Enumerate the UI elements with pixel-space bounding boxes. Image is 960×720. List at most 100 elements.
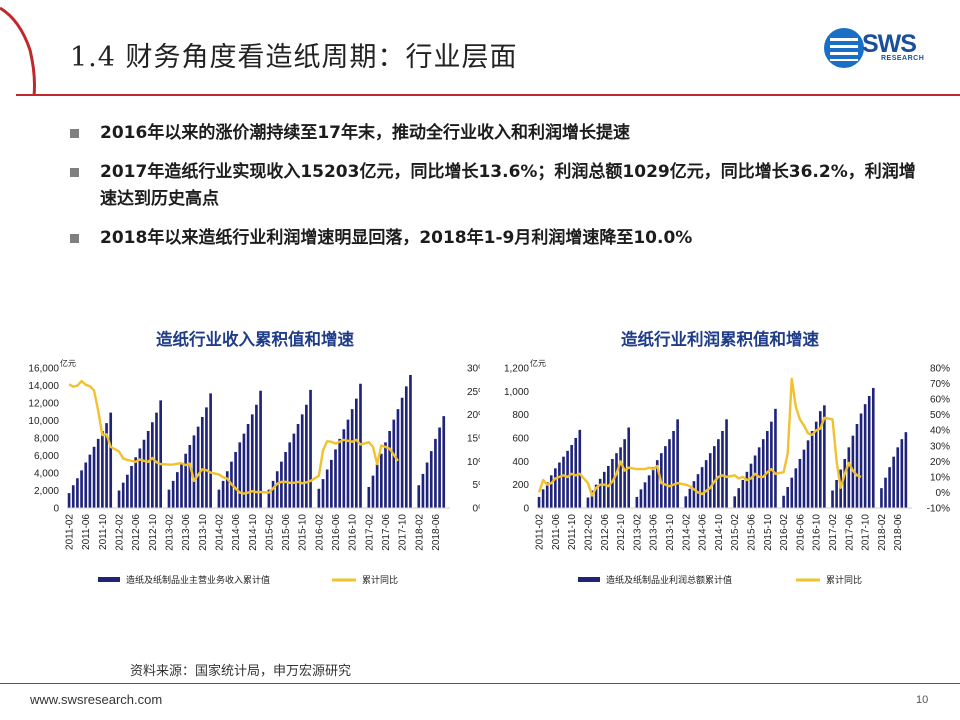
bar — [350, 409, 354, 509]
bar — [668, 439, 671, 508]
bar — [545, 482, 549, 508]
title-bar: 1.4 财务角度看造纸周期：行业层面 SWS RESEARCH — [0, 0, 960, 96]
bar — [562, 456, 565, 508]
bar — [602, 471, 606, 508]
bar — [867, 396, 871, 508]
slide-title: 1.4 财务角度看造纸周期：行业层面 — [70, 42, 518, 73]
bar — [404, 386, 408, 509]
legend-label: 造纸及纸制品业利润总额累计值 — [606, 574, 732, 585]
bar — [396, 409, 400, 509]
bullet-square-icon — [70, 234, 79, 243]
x-tick-label: 2017-06 — [844, 514, 855, 551]
bar — [753, 455, 757, 508]
bar — [774, 408, 777, 508]
bar — [859, 413, 863, 508]
bar — [334, 449, 337, 509]
bar — [409, 374, 412, 508]
bar — [655, 460, 659, 508]
bar — [175, 472, 179, 509]
bar — [615, 453, 618, 508]
footer-divider — [0, 683, 960, 684]
x-tick-label: 2011-06 — [551, 514, 562, 550]
x-tick-label: 2013-06 — [181, 514, 192, 551]
bar — [749, 463, 753, 508]
bar — [196, 426, 200, 509]
bar — [250, 414, 254, 509]
x-tick-label: 2015-06 — [746, 514, 757, 551]
bar — [338, 438, 342, 509]
bar — [167, 489, 171, 509]
bar — [765, 431, 769, 508]
bar — [392, 419, 396, 509]
bar — [317, 488, 321, 508]
revenue-chart-title: 造纸行业收入累积值和增速 — [156, 330, 354, 349]
y-right-tick-label: 10% — [930, 472, 950, 483]
bar — [359, 383, 362, 508]
bar — [558, 462, 561, 508]
y-right-tick-label: 0% — [473, 504, 480, 515]
bar — [275, 471, 279, 508]
bar — [782, 495, 785, 508]
bullet-item: 2018年以来造纸行业利润增速明显回落，2018年1-9月利润增速降至10.0% — [70, 225, 930, 252]
growth-line — [537, 377, 862, 497]
bar — [598, 478, 602, 508]
y-left-tick-label: 0 — [523, 504, 529, 515]
x-tick-label: 2016-10 — [348, 514, 359, 551]
bullet-text: 2017年造纸行业实现收入15203亿元，同比增长13.6%；利润总额1029亿… — [100, 162, 916, 209]
x-tick-label: 2014-10 — [714, 514, 725, 551]
bar — [71, 485, 75, 508]
bar — [880, 488, 883, 508]
bar — [296, 424, 300, 508]
bar — [717, 439, 720, 508]
x-tick-label: 2016-06 — [331, 514, 342, 551]
bar — [238, 442, 242, 509]
profit-chart-title: 造纸行业利润累积值和增速 — [621, 330, 819, 349]
bar — [549, 475, 553, 508]
y-left-tick-label: 8,000 — [34, 434, 59, 445]
bar — [242, 433, 246, 509]
x-tick-label: 2012-10 — [616, 514, 627, 551]
bar — [121, 482, 125, 509]
bar — [225, 471, 229, 508]
bar — [146, 431, 150, 508]
bar — [138, 448, 142, 508]
y-right-tick-label: 10% — [467, 457, 480, 468]
x-tick-label: 2011-06 — [81, 514, 92, 550]
bar — [130, 466, 133, 508]
bar — [761, 439, 765, 508]
y-left-tick-label: 2,000 — [34, 486, 59, 497]
bar — [375, 464, 379, 508]
bar — [134, 457, 138, 508]
bar — [309, 389, 312, 509]
bar — [684, 496, 688, 508]
legend-label: 造纸及纸制品业主营业务收入累计值 — [126, 574, 270, 585]
bar — [425, 462, 429, 508]
x-tick-label: 2012-02 — [583, 514, 594, 551]
x-tick-label: 2011-02 — [535, 514, 546, 550]
x-tick-label: 2018-06 — [893, 514, 904, 551]
bar — [151, 422, 154, 508]
bar — [155, 412, 158, 509]
y-left-tick-label: 14,000 — [28, 381, 59, 392]
x-tick-label: 2017-02 — [828, 514, 839, 551]
y-left-tick-label: 600 — [512, 434, 529, 445]
bar — [284, 452, 287, 508]
bar — [806, 440, 810, 508]
bar — [384, 442, 387, 509]
bar — [271, 480, 275, 509]
bar — [566, 450, 569, 508]
bullet-text: 2018年以来造纸行业利润增速明显回落，2018年1-9月利润增速降至10.0% — [100, 228, 693, 248]
y-right-tick-label: 30% — [467, 364, 480, 375]
x-tick-label: 2015-02 — [730, 514, 741, 551]
logo-subtext: RESEARCH — [881, 55, 925, 62]
x-tick-label: 2015-06 — [281, 514, 292, 551]
x-tick-label: 2017-06 — [381, 514, 392, 551]
y-right-tick-label: 20% — [930, 457, 950, 468]
bar — [330, 459, 333, 509]
bar — [692, 481, 696, 508]
x-tick-label: 2013-06 — [649, 514, 660, 551]
y-right-tick-label: 30% — [930, 441, 950, 452]
bar — [574, 438, 578, 508]
bar — [733, 496, 736, 508]
bar — [635, 496, 639, 508]
